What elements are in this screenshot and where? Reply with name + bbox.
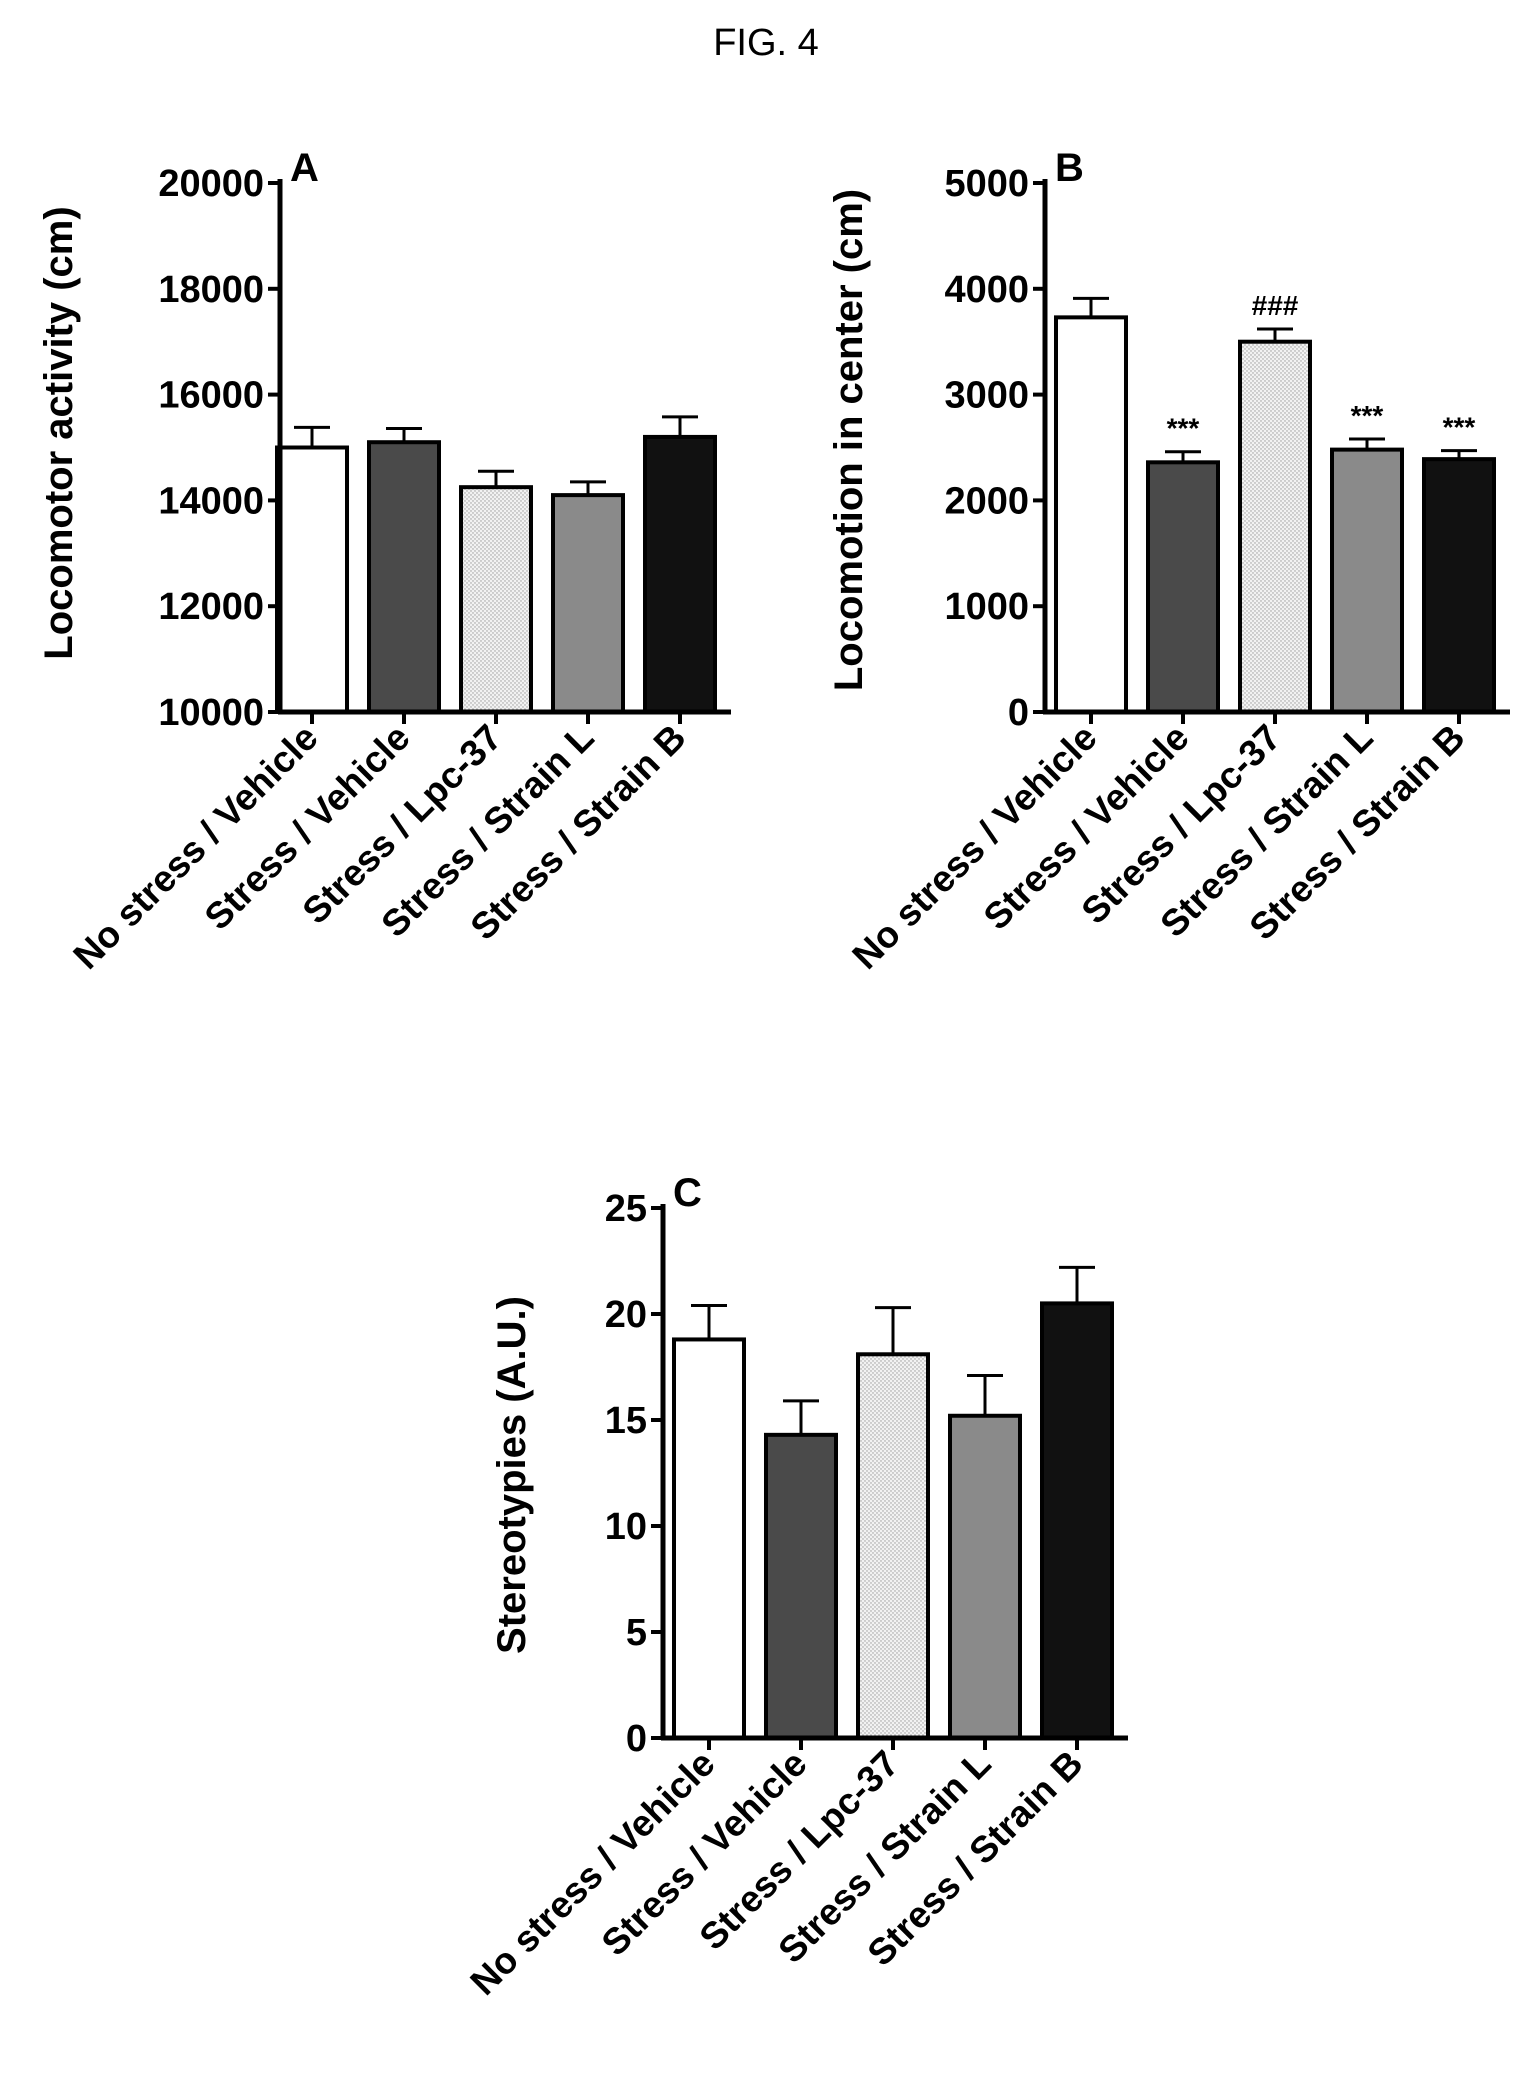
- y-tick-label: 15: [605, 1400, 647, 1442]
- significance-annotation: ###: [1252, 290, 1299, 321]
- bar: [1054, 315, 1128, 714]
- y-tick-label: 5: [626, 1612, 647, 1654]
- bar: [1422, 457, 1496, 714]
- y-tick-label: 4000: [944, 269, 1029, 311]
- bar: [459, 485, 533, 714]
- significance-annotation: ***: [1443, 412, 1476, 443]
- chart-panel-b: No stress / Vehicle***Stress / Vehicle##…: [827, 146, 1510, 977]
- y-tick-label: 25: [605, 1188, 647, 1230]
- y-axis-label: Locomotor activity (cm): [37, 206, 81, 659]
- panel-letter: C: [673, 1171, 702, 1215]
- significance-annotation: ***: [1167, 413, 1200, 444]
- y-tick-label: 16000: [158, 375, 264, 417]
- bar: [948, 1413, 1022, 1740]
- figure-title: FIG. 4: [713, 22, 819, 64]
- bar: [856, 1352, 930, 1741]
- y-tick-label: 18000: [158, 269, 264, 311]
- bar: [764, 1432, 838, 1740]
- y-axis-label: Stereotypies (A.U.): [490, 1296, 534, 1654]
- bar: [1238, 339, 1312, 714]
- significance-annotation: ***: [1351, 400, 1384, 431]
- y-tick-label: 2000: [944, 480, 1029, 522]
- y-tick-label: 10000: [158, 692, 264, 734]
- y-tick-label: 3000: [944, 375, 1029, 417]
- bar: [367, 440, 441, 714]
- bar: [1146, 460, 1220, 715]
- panel-letter: B: [1055, 146, 1084, 190]
- y-tick-label: 20000: [158, 163, 264, 205]
- bar: [643, 434, 717, 714]
- y-tick-label: 14000: [158, 480, 264, 522]
- y-tick-label: 0: [626, 1718, 647, 1760]
- panel-letter: A: [290, 146, 319, 190]
- y-tick-label: 10: [605, 1506, 647, 1548]
- bar: [1040, 1301, 1114, 1741]
- bar: [1330, 447, 1404, 714]
- y-tick-label: 5000: [944, 163, 1029, 205]
- bar: [275, 445, 349, 714]
- y-tick-label: 0: [1008, 692, 1029, 734]
- y-tick-label: 1000: [944, 586, 1029, 628]
- bar: [551, 493, 625, 714]
- y-axis-label: Locomotion in center (cm): [827, 189, 871, 691]
- y-tick-label: 20: [605, 1294, 647, 1336]
- y-tick-label: 12000: [158, 586, 264, 628]
- bar: [672, 1337, 746, 1740]
